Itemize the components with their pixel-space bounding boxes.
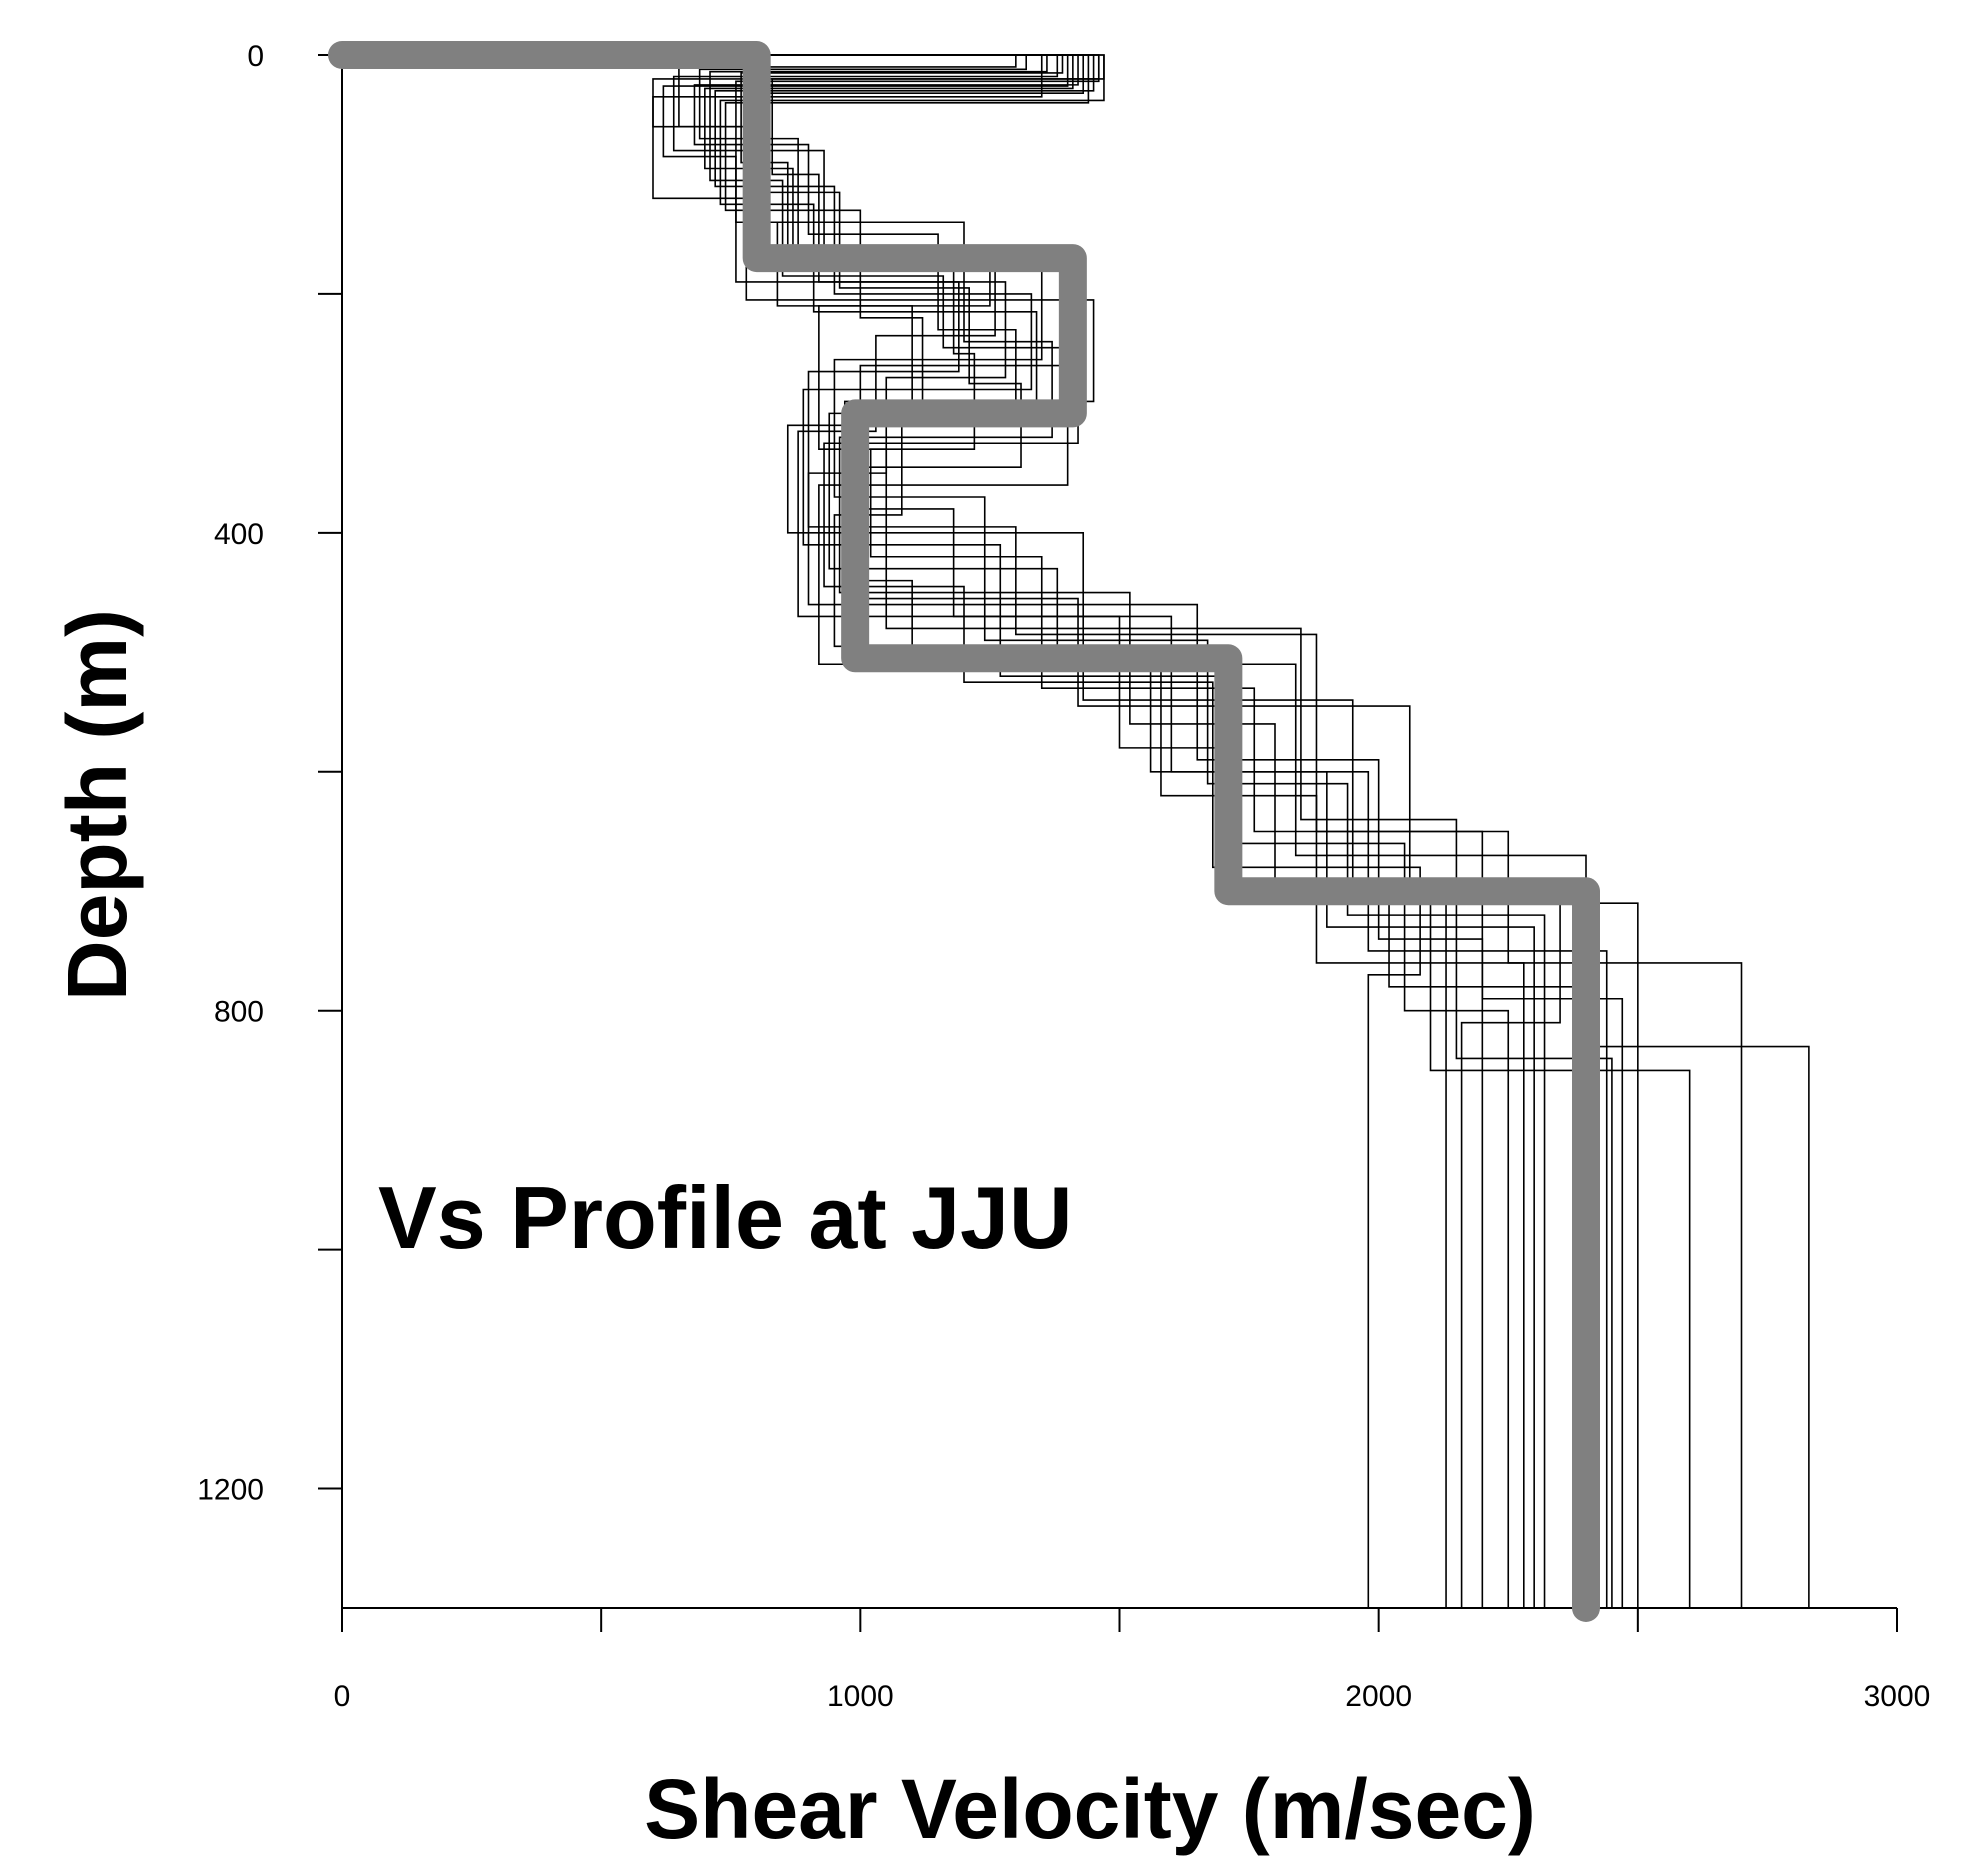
- y-tick-label: 1200: [197, 1474, 264, 1507]
- chart-annotation: Vs Profile at JJU: [378, 1168, 1073, 1267]
- trial-profile-line: [342, 54, 1743, 1608]
- x-tick-label: 1000: [827, 1680, 894, 1713]
- axes-group: [341, 55, 1897, 1609]
- ticks-group: 0 1000 2000 3000 0 400 800 1200: [197, 40, 1930, 1713]
- trial-profile-line: [342, 54, 1484, 1608]
- trial-profile-line: [342, 54, 1421, 1608]
- trial-profile-line: [342, 54, 1546, 1608]
- x-tick-label: 2000: [1345, 1680, 1412, 1713]
- main-profile-line: [328, 41, 1600, 1622]
- y-tick-label: 0: [247, 40, 264, 73]
- y-tick-label: 400: [214, 518, 264, 551]
- x-tick-label: 0: [334, 1680, 351, 1713]
- y-axis-title: Depth (m): [50, 609, 144, 1001]
- x-axis-title: Shear Velocity (m/sec): [644, 1762, 1536, 1856]
- x-tick-label: 3000: [1864, 1680, 1931, 1713]
- y-tick-label: 800: [214, 996, 264, 1029]
